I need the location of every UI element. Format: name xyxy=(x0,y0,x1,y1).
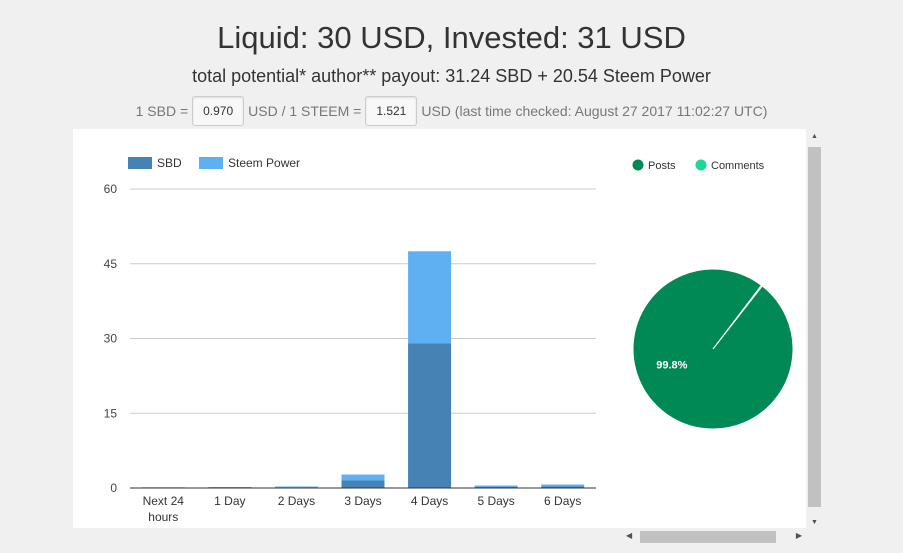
bar-segment xyxy=(408,343,452,488)
legend-label: Comments xyxy=(711,160,765,172)
bar-segment xyxy=(541,486,585,488)
legend-swatch xyxy=(199,157,223,169)
y-tick-label: 30 xyxy=(104,332,118,346)
charts-panel: 0 15 30 45 60 Next 24 hours 1 Day 2 Days 3 Days 4 … xyxy=(73,129,806,528)
last-checked-text: USD (last time checked: August 27 2017 1… xyxy=(421,103,768,119)
x-category-label: 6 Days xyxy=(544,494,581,508)
x-category-label: 1 Day xyxy=(214,494,245,508)
legend-dot xyxy=(632,159,644,171)
posts-comments-pie-chart: 99.8% Posts Comments xyxy=(632,159,794,430)
horizontal-scrollbar[interactable]: ◀ ▶ xyxy=(622,529,806,545)
scroll-up-icon[interactable]: ▲ xyxy=(811,133,818,140)
sbd-rate-input[interactable]: 0.970 xyxy=(192,96,245,126)
vertical-scrollbar[interactable]: ▲ ▼ xyxy=(807,131,822,528)
x-category-label: 4 Days xyxy=(411,494,448,508)
bar-segment xyxy=(474,485,518,488)
sbd-rate-prefix: 1 SBD = xyxy=(135,103,189,119)
y-tick-label: 45 xyxy=(104,257,118,271)
bar-segment xyxy=(341,480,385,488)
horizontal-scroll-thumb[interactable] xyxy=(640,531,776,543)
bar-segment xyxy=(408,251,452,344)
x-category-label: Next 24 xyxy=(143,494,185,508)
legend-label: Steem Power xyxy=(228,156,300,170)
page-title: Liquid: 30 USD, Invested: 31 USD xyxy=(217,20,686,55)
bar-segment xyxy=(541,484,585,487)
legend-label: Posts xyxy=(648,160,676,172)
x-category-label: 3 Days xyxy=(344,494,381,508)
pie-slice xyxy=(712,284,763,350)
x-category-label: 2 Days xyxy=(278,494,315,508)
exchange-rates: 1 SBD = 0.970 USD / 1 STEEM = 1.521 USD … xyxy=(0,96,903,126)
payout-bar-chart: 0 15 30 45 60 Next 24 hours 1 Day 2 Days 3 Days 4 … xyxy=(104,156,596,524)
y-tick-label: 15 xyxy=(104,406,118,420)
scroll-right-icon[interactable]: ▶ xyxy=(795,531,802,540)
scroll-down-icon[interactable]: ▼ xyxy=(811,519,818,526)
legend-swatch xyxy=(128,157,152,169)
vertical-scroll-thumb[interactable] xyxy=(808,147,821,507)
bar-segment xyxy=(341,474,385,481)
y-tick-label: 0 xyxy=(110,481,117,495)
y-tick-label: 60 xyxy=(104,182,118,196)
x-category-label: hours xyxy=(148,510,178,524)
pie-slice-label: 99.8% xyxy=(656,360,687,372)
steem-rate-input[interactable]: 1.521 xyxy=(365,96,418,126)
steem-rate-prefix: USD / 1 STEEM = xyxy=(248,103,362,119)
x-category-label: 5 Days xyxy=(477,494,514,508)
scroll-left-icon[interactable]: ◀ xyxy=(626,531,633,540)
legend-dot xyxy=(695,159,707,171)
legend-label: SBD xyxy=(157,156,182,170)
payout-summary: total potential* author** payout: 31.24 … xyxy=(192,66,711,86)
charts-svg: 0 15 30 45 60 Next 24 hours 1 Day 2 Days 3 Days 4 … xyxy=(104,156,794,524)
bar-segment xyxy=(274,486,318,488)
